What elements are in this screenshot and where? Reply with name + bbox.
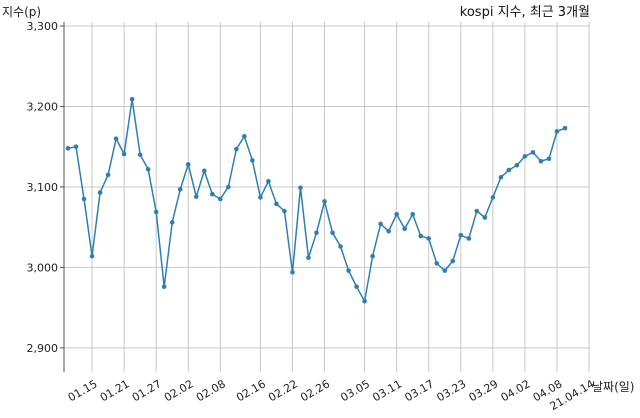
data-point: [402, 226, 407, 232]
data-point: [434, 261, 440, 266]
data-point: [234, 146, 239, 152]
data-point: [314, 230, 319, 236]
x-tick-label: 03.29: [467, 377, 501, 404]
data-point: [89, 253, 95, 259]
data-point: [282, 208, 287, 214]
x-tick-label: 03.23: [435, 377, 469, 404]
data-point: [242, 133, 247, 139]
x-axis-title: 날짜(일): [592, 380, 634, 394]
data-point: [386, 228, 391, 234]
data-point: [201, 168, 207, 174]
data-point: [306, 255, 311, 261]
data-point: [370, 253, 375, 259]
data-point: [298, 185, 303, 191]
data-point: [177, 187, 183, 192]
data-point: [490, 195, 496, 200]
y-axis-title: 지수(p): [2, 5, 41, 19]
data-point: [394, 212, 399, 217]
data-point: [354, 284, 359, 290]
data-point: [250, 158, 255, 163]
data-point: [442, 268, 448, 273]
data-point: [153, 209, 159, 215]
grid: [60, 22, 590, 372]
data-point: [482, 215, 488, 220]
data-point: [330, 230, 335, 236]
data-point: [121, 151, 127, 157]
y-tick-labels: 3,300 3,200 3,100 3,000 2,900: [27, 20, 59, 355]
data-points: [65, 96, 568, 304]
x-tick-label: 04.02: [499, 377, 533, 404]
data-point: [466, 236, 472, 241]
data-point: [562, 125, 568, 131]
data-point: [129, 96, 135, 102]
x-tick-label: 03.11: [370, 377, 404, 404]
y-tick-label: 3,100: [27, 181, 59, 194]
data-point: [362, 298, 367, 304]
data-point: [378, 221, 383, 227]
data-point: [274, 201, 279, 207]
x-tick-label: 02.08: [194, 377, 228, 404]
data-point: [145, 166, 151, 172]
data-point: [218, 196, 223, 202]
y-tick-label: 3,000: [27, 261, 59, 274]
data-point: [450, 258, 456, 264]
data-point: [169, 220, 175, 225]
data-point: [530, 150, 536, 155]
y-tick-label: 3,200: [27, 100, 59, 113]
data-point: [418, 233, 424, 239]
data-point: [522, 154, 528, 159]
data-point: [290, 269, 295, 275]
data-point: [81, 196, 87, 202]
data-point: [258, 195, 263, 200]
data-point: [185, 162, 191, 167]
data-point: [498, 174, 504, 180]
data-point: [554, 129, 560, 134]
data-point: [338, 244, 343, 249]
data-point: [514, 162, 520, 168]
data-point: [458, 232, 464, 238]
data-point: [546, 156, 552, 162]
data-point: [226, 184, 231, 190]
data-point: [113, 136, 119, 141]
series-line: [67, 99, 566, 304]
data-point: [161, 284, 167, 290]
data-point: [209, 191, 215, 197]
x-tick-label: 02.22: [266, 377, 300, 404]
data-point: [322, 199, 327, 204]
x-tick-label: 01.15: [66, 377, 100, 404]
x-tick-label: 02.16: [234, 377, 268, 404]
data-point: [426, 236, 432, 241]
data-point: [97, 190, 103, 195]
data-point: [193, 194, 199, 199]
x-tick-label: 02.26: [298, 377, 332, 404]
data-point: [65, 146, 71, 151]
chart-title: kospi 지수, 최근 3개월: [460, 5, 590, 20]
y-tick-label: 2,900: [27, 342, 59, 355]
data-point: [73, 144, 79, 150]
data-point: [346, 268, 351, 273]
data-point: [474, 208, 480, 214]
data-point: [266, 179, 271, 184]
x-tick-label: 01.21: [98, 377, 132, 404]
data-point: [538, 158, 544, 164]
x-tick-label: 03.17: [402, 377, 436, 404]
y-tick-label: 3,300: [27, 20, 59, 33]
data-point: [410, 212, 415, 217]
data-point: [506, 167, 512, 173]
data-point: [105, 172, 111, 178]
data-point: [137, 152, 143, 158]
x-tick-label: 02.02: [162, 377, 196, 404]
x-tick-label: 03.05: [338, 377, 372, 404]
x-tick-label: 01.27: [130, 377, 164, 404]
